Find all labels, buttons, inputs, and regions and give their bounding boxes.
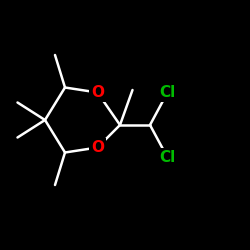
Text: O: O [91,85,104,100]
Text: O: O [91,140,104,155]
Text: Cl: Cl [160,150,176,165]
Text: Cl: Cl [160,85,176,100]
